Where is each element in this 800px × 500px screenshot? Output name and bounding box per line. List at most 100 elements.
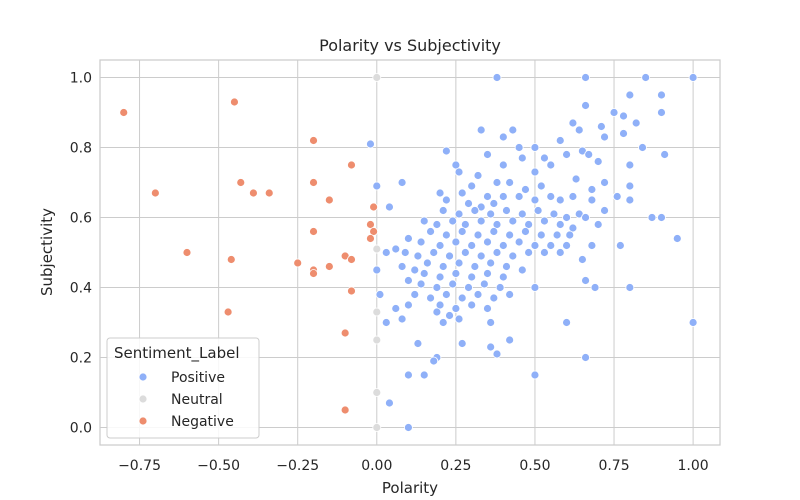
data-point-positive: [625, 160, 635, 170]
data-point-positive: [502, 206, 511, 215]
data-point-neutral: [372, 307, 382, 317]
data-point-positive: [517, 153, 527, 163]
data-point-positive: [486, 342, 496, 352]
data-point-positive: [555, 248, 565, 257]
data-point-positive: [413, 339, 423, 348]
data-point-positive: [404, 423, 413, 432]
data-point-positive: [404, 276, 413, 285]
data-point-negative: [223, 307, 233, 317]
data-point-positive: [638, 143, 647, 152]
data-point-positive: [454, 314, 464, 324]
data-point-positive: [521, 185, 530, 194]
data-point-positive: [416, 279, 426, 289]
data-point-positive: [540, 248, 549, 257]
legend-marker-positive: [138, 372, 148, 382]
data-point-positive: [492, 73, 502, 82]
data-point-positive: [460, 248, 470, 257]
data-point-positive: [498, 241, 508, 250]
data-point-positive: [454, 167, 464, 177]
data-point-positive: [530, 241, 540, 250]
data-point-negative: [324, 262, 334, 271]
data-point-positive: [473, 230, 483, 240]
data-point-positive: [435, 272, 445, 282]
data-point-negative: [309, 269, 318, 278]
data-point-neutral: [372, 388, 382, 397]
data-point-positive: [581, 213, 590, 222]
data-point-positive: [508, 216, 518, 226]
legend-title: Sentiment_Label: [114, 344, 240, 363]
data-point-positive: [476, 251, 486, 261]
data-point-negative: [293, 258, 303, 268]
data-point-positive: [432, 283, 442, 292]
data-point-positive: [483, 150, 492, 159]
data-point-positive: [495, 283, 505, 292]
data-point-positive: [419, 269, 429, 278]
data-point-positive: [505, 230, 515, 240]
data-point-positive: [426, 227, 435, 236]
legend-label-neutral: Neutral: [171, 392, 223, 408]
data-point-positive: [657, 213, 666, 222]
data-point-positive: [577, 255, 587, 264]
y-tick-label: 0.8: [70, 141, 92, 157]
data-point-positive: [647, 213, 657, 222]
data-point-positive: [514, 192, 524, 201]
data-point-positive: [581, 101, 590, 110]
data-point-positive: [372, 181, 382, 191]
data-point-positive: [568, 118, 578, 128]
data-point-positive: [397, 178, 407, 187]
data-point-positive: [508, 251, 518, 261]
y-tick-label: 1.0: [70, 71, 92, 87]
data-point-positive: [502, 262, 511, 271]
y-tick-label: 0.0: [70, 421, 92, 437]
data-point-positive: [492, 178, 502, 187]
x-tick-label: −0.75: [118, 458, 161, 474]
data-point-positive: [530, 283, 540, 292]
data-point-positive: [479, 279, 489, 289]
data-point-positive: [381, 318, 391, 327]
legend: Sentiment_Label Positive Neutral Negative: [106, 337, 260, 439]
data-point-negative: [369, 202, 379, 212]
data-point-positive: [429, 248, 439, 257]
data-point-positive: [457, 188, 467, 198]
legend-label-negative: Negative: [171, 414, 234, 430]
data-point-positive: [660, 150, 670, 159]
data-point-positive: [410, 265, 420, 275]
data-point-positive: [435, 188, 445, 198]
data-point-positive: [457, 293, 467, 303]
data-point-positive: [404, 300, 413, 310]
data-point-positive: [600, 132, 609, 142]
data-point-positive: [546, 192, 556, 201]
data-point-positive: [464, 199, 473, 208]
data-point-positive: [410, 290, 420, 299]
data-point-positive: [688, 318, 698, 327]
data-point-positive: [593, 157, 603, 166]
x-tick-label: 0.75: [598, 458, 629, 474]
data-point-positive: [400, 248, 410, 257]
legend-entries: Positive Neutral Negative: [138, 370, 234, 430]
data-point-positive: [562, 241, 571, 250]
data-point-positive: [441, 146, 451, 156]
data-point-positive: [483, 269, 492, 278]
series-positive: [366, 73, 698, 432]
data-point-neutral: [372, 244, 382, 254]
data-point-positive: [432, 307, 442, 317]
data-point-negative: [340, 405, 350, 415]
data-point-positive: [397, 314, 407, 324]
x-tick-labels: −0.75 −0.50 −0.25 0.00 0.25 0.50 0.75 1.00: [118, 458, 709, 474]
data-point-positive: [413, 251, 423, 261]
x-tick-label: 1.00: [678, 458, 709, 474]
data-point-positive: [619, 111, 628, 121]
data-point-positive: [581, 353, 590, 362]
data-point-negative: [347, 286, 356, 296]
data-point-positive: [448, 279, 458, 289]
data-point-positive: [555, 220, 565, 229]
data-point-positive: [492, 248, 502, 257]
data-point-positive: [625, 283, 635, 292]
data-points: [119, 73, 698, 432]
data-point-positive: [486, 318, 496, 327]
data-point-negative: [226, 255, 236, 264]
data-point-positive: [486, 209, 496, 219]
data-point-positive: [467, 181, 477, 191]
data-point-positive: [492, 349, 502, 359]
